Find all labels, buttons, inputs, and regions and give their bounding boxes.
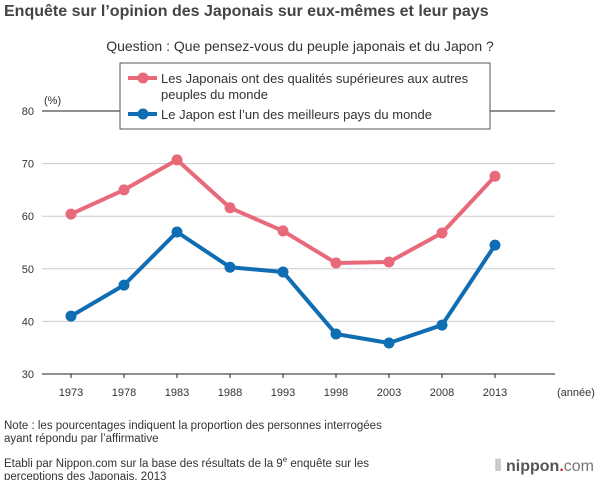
x-tick-label: 1978	[112, 387, 136, 399]
y-tick-label: 50	[22, 264, 34, 276]
data-point	[171, 226, 183, 238]
data-point	[171, 154, 183, 166]
x-tick-label: 1993	[271, 387, 295, 399]
note-line: ayant répondu par l’affirmative	[4, 433, 159, 445]
logo-text: nippon	[506, 458, 560, 475]
y-tick-label: 70	[22, 159, 34, 171]
source-sup: e	[282, 455, 288, 464]
data-point	[383, 337, 395, 349]
data-point	[436, 319, 448, 331]
source-text: enquête sur les	[287, 457, 370, 470]
x-tick-label: 2003	[377, 387, 401, 399]
note-line: Note : les pourcentages indiquent la pro…	[4, 420, 382, 432]
data-point	[383, 256, 395, 268]
source-line: Etabli par Nippon.com sur la base des ré…	[4, 453, 369, 471]
legend-label: peuples du monde	[161, 87, 268, 102]
data-point	[224, 202, 236, 214]
data-point	[330, 328, 342, 340]
y-tick-label: 60	[22, 211, 34, 223]
source: Etabli par Nippon.com sur la base des ré…	[4, 453, 369, 480]
chart-question: Question : Que pensez-vous du peuple jap…	[106, 38, 494, 54]
data-point	[65, 208, 77, 220]
source-text: Etabli par Nippon.com sur la base des ré…	[4, 457, 283, 470]
y-tick-label: 30	[22, 369, 34, 381]
y-axis-label: (%)	[44, 95, 61, 107]
source-line: perceptions des Japonais, 2013	[4, 470, 167, 480]
y-tick-label: 80	[22, 106, 34, 118]
x-tick-label: 1983	[165, 387, 189, 399]
data-point	[489, 170, 501, 182]
x-tick-label: 2008	[430, 387, 454, 399]
data-point	[436, 227, 448, 239]
data-point	[330, 257, 342, 269]
nippon-logo: ⦀ nippon.com	[494, 458, 595, 475]
x-axis-label: (année)	[557, 387, 595, 399]
x-tick-label: 1998	[324, 387, 348, 399]
data-point	[277, 225, 289, 237]
legend-label: Le Japon est l’un des meilleurs pays du …	[161, 107, 432, 122]
data-point	[118, 184, 130, 196]
x-tick-label: 1988	[218, 387, 242, 399]
y-tick-label: 40	[22, 316, 34, 328]
data-point	[489, 239, 501, 251]
x-tick-label: 1973	[59, 387, 83, 399]
x-tick-label: 2013	[483, 387, 507, 399]
logo-com: com	[563, 458, 594, 475]
data-point	[118, 279, 130, 291]
data-point	[277, 266, 289, 278]
data-point	[65, 310, 77, 322]
series-line-0	[70, 157, 497, 266]
legend-label: Les Japonais ont des qualités supérieure…	[161, 71, 469, 86]
legend-swatch-marker	[137, 108, 149, 120]
chart-title: Enquête sur l’opinion des Japonais sur e…	[4, 3, 489, 20]
legend-swatch-marker	[137, 72, 149, 84]
series-line-1	[69, 229, 497, 345]
logo-dot: .	[559, 458, 564, 475]
data-point	[224, 261, 236, 273]
note: Note : les pourcentages indiquent la pro…	[4, 420, 382, 446]
legend-box	[119, 62, 491, 130]
